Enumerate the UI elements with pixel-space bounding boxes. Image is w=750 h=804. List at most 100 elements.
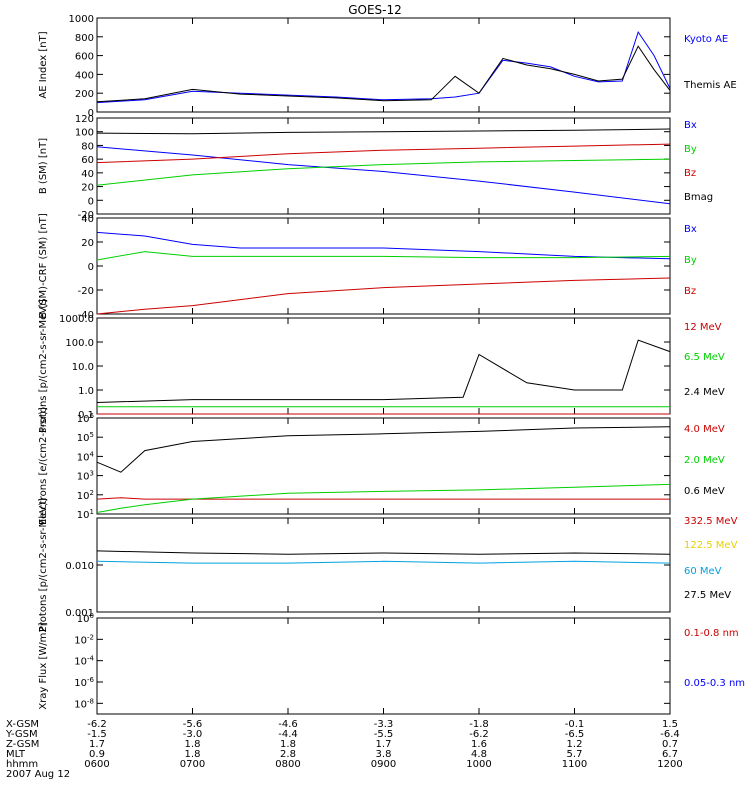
x-axis-value: 1100 [562,759,587,770]
x-axis-value: 0600 [84,759,109,770]
series-line-2-0-mev [96,483,671,513]
legend-label: 27.5 MeV [684,590,731,601]
y-axis-label: AE Index [nT] [38,31,49,98]
y-tick-label: 1000.0 [59,314,94,325]
series-line-bz [96,143,671,164]
series-line-kyoto-ae [96,30,671,104]
y-tick-label: 10-8 [74,697,94,710]
x-axis-value: 2.8 [280,749,296,760]
y-tick-label: 102 [77,489,94,502]
x-axis-value: -6.5 [565,729,585,740]
y-tick-label: 1000 [69,14,94,25]
series-line-bz [96,277,671,315]
y-tick-label: 103 [77,470,94,483]
x-axis-value: 1.7 [89,739,105,750]
series-line-themis-ae [96,45,671,103]
legend-label: By [684,144,697,155]
x-axis-value: -3.3 [374,719,394,730]
y-tick-label: 400 [75,70,94,81]
legend-label: Bx [684,224,697,235]
series-line-4-0-mev [96,497,670,500]
panel-protons_high: 0.001 0.010 Protons [p/(cm2-s-sr-MeV)] 332.… [38,498,738,632]
legend-label: Bx [684,120,697,131]
y-tick-label: 105 [77,431,94,444]
y-tick-label: 0.001 [65,608,94,619]
legend-label: 0.1-0.8 nm [684,628,739,639]
x-axis-value: 3.8 [376,749,392,760]
series-line-by [96,158,671,186]
x-axis-value: -4.6 [278,719,298,730]
y-tick-label: 0 [88,108,94,119]
series-line-bx [96,231,671,260]
panel-frame [96,117,671,215]
y-tick-label: 120 [75,114,94,125]
y-tick-label: 200 [75,89,94,100]
x-axis-value: -5.6 [183,719,203,730]
legend-label: 6.5 MeV [684,352,725,363]
x-axis-value: 6.7 [662,749,678,760]
x-axis-value: 0900 [371,759,396,770]
x-axis-value: 1.8 [185,749,201,760]
x-axis-value: 1.8 [185,739,201,750]
y-tick-label: 0.1 [78,410,94,421]
x-axis-value: 1.7 [376,739,392,750]
panel-bsm: -20 0 20 40 60 80 100 120 B (SM) [nT] Bx By Bz Bmag [38,114,713,221]
x-axis-value: 5.7 [567,749,583,760]
legend-label: Themis AE [683,80,737,91]
y-tick-label: 0.010 [65,561,94,572]
series-line-bmag [96,128,671,135]
y-tick-label: 80 [81,141,94,152]
x-axis-row-label: X-GSM [6,719,39,730]
legend-label: 122.5 MeV [684,540,738,551]
y-tick-label: -40 [78,310,94,321]
panel-frame [96,17,671,113]
y-tick-label: 104 [77,450,95,463]
legend-label: Kyoto AE [684,34,728,45]
y-tick-label: 800 [75,33,94,44]
date-label: 2007 Aug 12 [6,769,70,780]
legend-label: 2.4 MeV [684,387,725,398]
y-tick-label: 40 [81,169,94,180]
y-tick-label: 0 [88,196,94,207]
legend-label: Bz [684,286,696,297]
legend-label: Bmag [684,192,713,203]
y-axis-label: Xray Flux [W/m2] [38,622,49,709]
legend-label: 60 MeV [684,566,722,577]
panel-xray: 10-8 10-6 10-4 10-2 100 Xray Flux [W/m2] 0.1-0… [38,612,745,715]
series-line-by [96,251,671,261]
y-axis-label: Protons [p/(cm2-s-sr-MeV)] [38,498,49,632]
y-tick-label: 10-2 [74,633,94,646]
series-line-60-mev [96,560,671,564]
legend-label: 0.05-0.3 nm [684,678,745,689]
y-tick-label: 0 [88,262,94,273]
y-tick-label: -20 [78,210,94,221]
y-tick-label: 10.0 [72,362,94,373]
y-tick-label: 40 [81,214,94,225]
y-axis-label: B (SM)-CRF (SM) [nT] [38,213,49,319]
legend-label: 2.0 MeV [684,455,725,466]
x-axis-value: -6.4 [660,729,680,740]
x-axis-value: 1000 [466,759,491,770]
y-tick-label: -20 [78,286,94,297]
series-line-27-5-mev [96,550,671,555]
x-axis-value: -6.2 [469,729,489,740]
y-tick-label: 600 [75,52,94,63]
y-tick-label: 100.0 [65,338,94,349]
legend-label: Bz [684,168,696,179]
series-line-0-6-mev [96,426,671,473]
legend-label: 332.5 MeV [684,516,738,527]
x-axis-value: 0.9 [89,749,105,760]
panel-ae: 0 200 400 600 800 1000 AE Index [nT] Kyoto AE Th… [38,14,737,119]
x-axis-value: 1200 [657,759,682,770]
x-axis-row-label: Z-GSM [6,739,39,750]
panel-bdiff: -40 -20 0 20 40 B (SM)-CRF (SM) [nT] Bx By Bz [38,213,697,321]
y-tick-label: 100 [75,128,94,139]
y-tick-label: 20 [81,183,94,194]
y-tick-label: 10-6 [74,676,94,689]
x-axis-value: -5.5 [374,729,394,740]
y-tick-label: 20 [81,238,94,249]
x-axis-value: 1.2 [567,739,583,750]
x-axis-value: 0.7 [662,739,678,750]
panel-frame [96,617,671,715]
